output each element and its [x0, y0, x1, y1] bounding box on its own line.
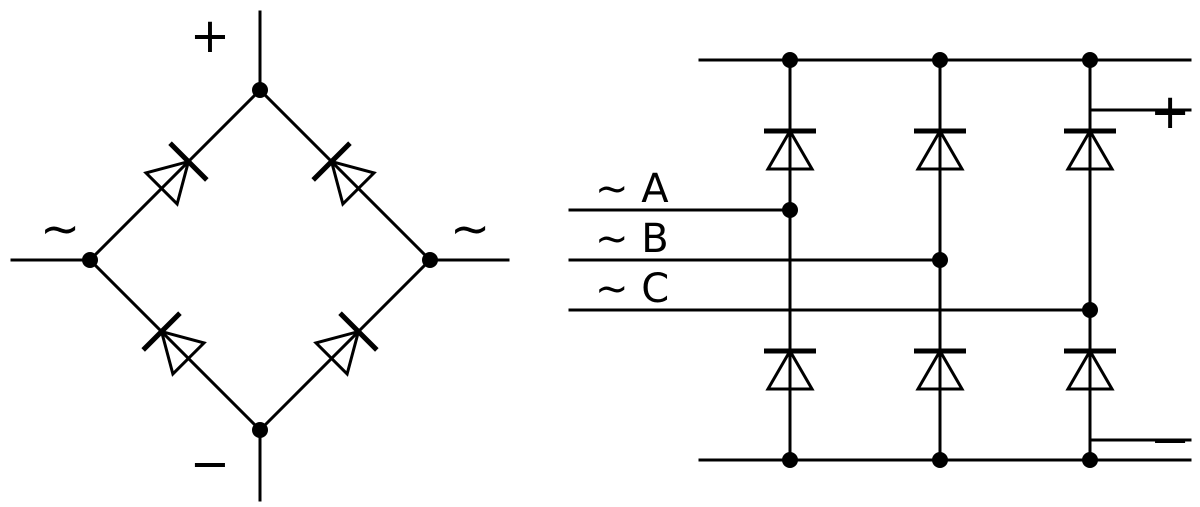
- label-phase-c: ~ C: [595, 266, 669, 312]
- label-ac-left: ~: [40, 201, 80, 257]
- rectifier-diagrams: + − ~ ~ ~ A~ B~ C + −: [0, 0, 1200, 507]
- three-phase-bridge: ~ A~ B~ C + −: [570, 52, 1190, 468]
- node-phase-C: [1082, 302, 1098, 318]
- label-ac-right: ~: [450, 201, 490, 257]
- node-ac-right: [422, 252, 438, 268]
- node-C-top: [1082, 52, 1098, 68]
- node-phase-B: [932, 252, 948, 268]
- label-dc-minus: −: [1150, 412, 1190, 468]
- single-phase-bridge: + − ~ ~: [12, 8, 508, 500]
- node-A-bottom: [782, 452, 798, 468]
- label-plus: +: [190, 8, 230, 64]
- label-phase-b: ~ B: [595, 216, 669, 262]
- node-phase-A: [782, 202, 798, 218]
- node-C-bottom: [1082, 452, 1098, 468]
- label-minus: −: [190, 436, 230, 492]
- label-phase-a: ~ A: [595, 166, 669, 212]
- node-ac-left: [82, 252, 98, 268]
- node-B-bottom: [932, 452, 948, 468]
- node-A-top: [782, 52, 798, 68]
- node-dc-plus: [252, 82, 268, 98]
- node-B-top: [932, 52, 948, 68]
- node-dc-minus: [252, 422, 268, 438]
- label-dc-plus: +: [1150, 84, 1190, 140]
